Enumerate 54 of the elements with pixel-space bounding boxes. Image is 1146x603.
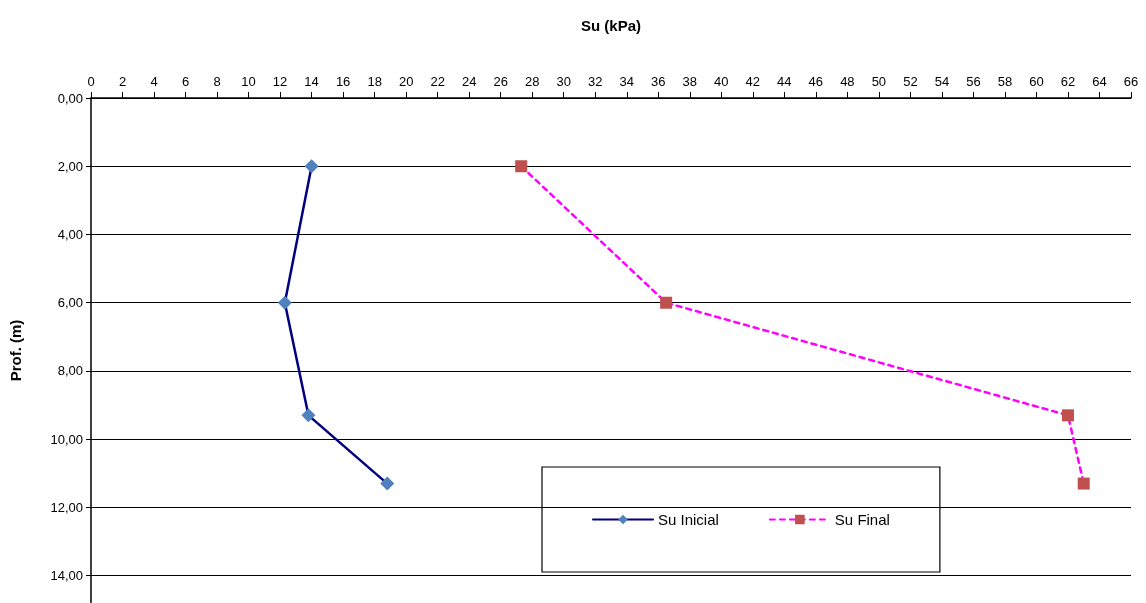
x-tick-label: 12 [272, 74, 288, 89]
x-tick-label: 6 [181, 74, 190, 89]
x-tick-label: 40 [714, 74, 729, 89]
x-tick-label: 66 [1123, 74, 1139, 89]
x-tick-label: 64 [1092, 74, 1107, 89]
point [1077, 477, 1090, 490]
x-tick-label: 34 [619, 74, 634, 89]
x-tick-label: 26 [493, 74, 508, 89]
y-tick-label: 14,00 [50, 568, 83, 584]
y-tick-label: 6,00 [57, 295, 83, 311]
y-tick-label: 4,00 [57, 226, 83, 242]
point [380, 476, 395, 491]
x-tick-label: 58 [997, 74, 1013, 89]
y-axis-title: Prof. (m) [7, 319, 24, 382]
y-tick-label: 12,00 [50, 499, 83, 515]
x-tick-label: 44 [777, 74, 792, 89]
x-tick-label: 46 [808, 74, 824, 89]
x-tick-label: 48 [840, 74, 855, 89]
point [277, 295, 292, 310]
x-tick-label: 54 [934, 74, 950, 89]
point [660, 296, 673, 309]
y-tick-label: 8,00 [57, 363, 83, 379]
y-tick-label: 10,00 [50, 431, 83, 447]
x-tick-label: 22 [430, 74, 445, 89]
point [301, 408, 316, 423]
x-tick-label: 24 [461, 74, 477, 89]
legend-label: Su Inicial [658, 511, 719, 528]
x-tick-label: 14 [304, 74, 319, 89]
x-tick-label: 16 [335, 74, 351, 89]
x-tick-label: 30 [556, 74, 571, 89]
y-tick-label: 2,00 [57, 158, 83, 174]
point [515, 160, 528, 173]
x-tick-label: 4 [150, 74, 158, 89]
x-tick-label: 50 [871, 74, 887, 89]
x-tick-label: 2 [118, 74, 127, 89]
x-axis-title: Su (kPa) [580, 17, 642, 34]
x-tick-label: 28 [524, 74, 540, 89]
point [1061, 409, 1074, 422]
y-tick-label: 0,00 [57, 90, 83, 106]
x-tick-label: 62 [1060, 74, 1076, 89]
x-tick-label: 0 [87, 74, 95, 89]
x-tick-label: 52 [903, 74, 918, 89]
x-tick-label: 60 [1029, 74, 1044, 89]
x-tick-label: 10 [241, 74, 256, 89]
x-tick-label: 42 [745, 74, 761, 89]
point [304, 159, 319, 174]
x-tick-label: 56 [966, 74, 981, 89]
x-tick-label: 36 [651, 74, 666, 89]
x-tick-label: 32 [588, 74, 603, 89]
x-tick-label: 8 [213, 74, 221, 89]
x-tick-label: 38 [682, 74, 698, 89]
x-tick-label: 20 [398, 74, 414, 89]
legend-label: Su Final [834, 511, 890, 528]
x-tick-label: 18 [367, 74, 382, 89]
